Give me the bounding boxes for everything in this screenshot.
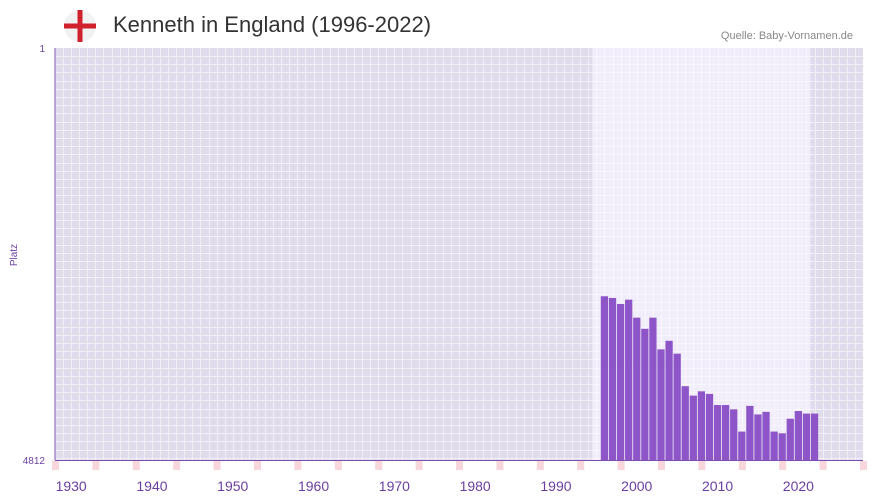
grid-lines [55,48,864,460]
x-tick-label: 1980 [460,478,491,494]
x-tick-label: 2020 [783,478,814,494]
x-halfdecade-marker [496,461,504,470]
x-tick-label: 1930 [56,478,87,494]
x-halfdecade-marker [617,461,625,470]
x-halfdecade-marker [860,461,867,470]
bar-2003 [657,349,665,460]
bar-2015 [754,414,762,460]
bar-1999 [625,299,633,460]
bar-2000 [633,317,641,460]
bar-2018 [778,433,786,460]
x-tick-label: 1970 [379,478,410,494]
x-halfdecade-marker [334,461,342,470]
x-halfdecade-marker [658,461,665,470]
bar-1996 [600,296,609,460]
bar-1998 [616,303,625,460]
x-halfdecade-marker [536,461,544,470]
x-halfdecade-marker [698,461,706,470]
bar-2019 [786,418,794,460]
bar-2002 [649,317,657,460]
bar-2005 [673,353,681,460]
x-halfdecade-marker [254,461,261,470]
x-tick-label: 2010 [702,478,733,494]
bar-1997 [608,297,617,460]
bar-2009 [705,393,714,460]
x-halfdecade-marker [132,461,140,470]
x-tick-label: 1960 [298,478,329,494]
x-halfdecade-marker [738,461,746,470]
x-halfdecade-marker [375,461,383,470]
x-tick-label: 1950 [217,478,248,494]
bar-2020 [794,411,802,460]
bar-2008 [697,391,706,460]
x-halfdecade-marker [92,461,100,470]
bar-2010 [713,405,722,460]
bar-2004 [665,340,673,460]
x-halfdecade-marker [52,461,59,470]
x-tick-label: 1990 [540,478,571,494]
x-halfdecade-marker [173,461,181,470]
x-halfdecade-marker [456,461,463,470]
x-halfdecade-marker [819,461,827,470]
bar-2014 [746,405,754,460]
england-flag-icon [63,9,97,43]
x-halfdecade-marker [577,461,585,470]
y-tick-label: 4812 [23,456,46,467]
bar-2012 [730,409,738,460]
y-tick-label: 1 [39,44,45,55]
x-halfdecade-marker [213,461,221,470]
bar-2013 [738,431,746,460]
bar-2006 [681,386,689,460]
x-halfdecade-marker [294,461,302,470]
chart-title: Kenneth in England (1996-2022) [113,12,432,37]
x-tick-label: 1940 [136,478,167,494]
x-tick-label: 2000 [621,478,652,494]
x-halfdecade-marker [779,461,787,470]
bar-2017 [770,431,778,460]
bar-2016 [762,411,770,460]
x-halfdecade-marker [415,461,423,470]
bar-2021 [802,413,811,460]
bar-2007 [689,395,697,460]
bar-2011 [722,405,730,460]
bar-2022 [810,413,819,460]
source-credit: Quelle: Baby-Vornamen.de [720,30,853,42]
y-axis-title: Platz [9,244,20,266]
bar-2001 [641,328,649,460]
